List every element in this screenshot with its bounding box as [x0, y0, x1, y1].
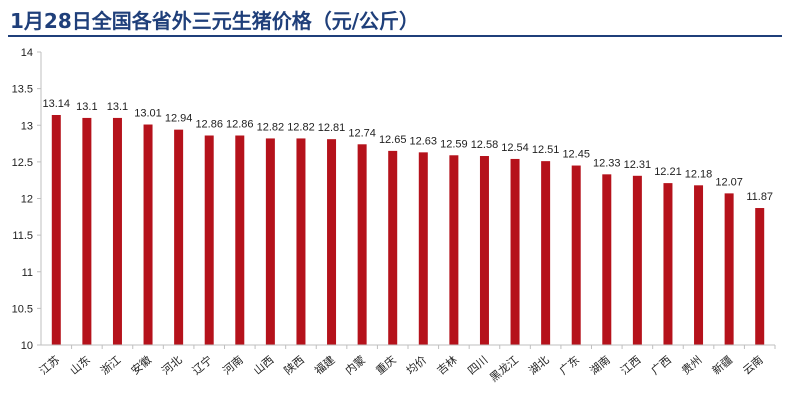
- data-label: 12.51: [532, 144, 560, 156]
- bar: [235, 135, 245, 345]
- data-label: 12.31: [624, 159, 652, 171]
- data-label: 13.1: [76, 101, 97, 113]
- bar: [541, 161, 551, 345]
- data-label: 12.86: [226, 119, 254, 131]
- bar: [632, 175, 642, 345]
- data-label: 13.14: [43, 98, 71, 110]
- x-tick-label: 广西: [649, 353, 674, 377]
- bar: [663, 183, 673, 345]
- data-label: 12.94: [165, 113, 193, 125]
- data-label: 12.58: [471, 139, 499, 151]
- bar: [602, 174, 612, 345]
- bars: [51, 114, 765, 346]
- data-label: 12.45: [562, 149, 590, 161]
- bar: [143, 124, 153, 345]
- data-label: 12.86: [195, 119, 223, 131]
- x-axis: 江苏 山东 浙江 安徽 河北 辽宁 河南 山西 陕西 福建 内蒙 重庆 均价 吉林 四川黑龙江 湖北 广东 湖南江…: [37, 344, 776, 385]
- data-label: 11.87: [746, 191, 773, 203]
- data-label: 12.18: [685, 168, 713, 180]
- data-label: 12.81: [318, 122, 346, 134]
- y-tick-label: 12.5: [12, 157, 33, 169]
- x-tick-label: 均价: [404, 353, 429, 377]
- x-tick-label: 安徽: [128, 353, 154, 378]
- x-tick-label: 湖北: [526, 353, 551, 377]
- bar: [479, 156, 489, 345]
- bar: [204, 135, 214, 345]
- x-tick-label: 福建: [312, 353, 338, 378]
- data-label: 12.54: [501, 142, 529, 154]
- x-tick-label: 江苏: [37, 353, 62, 377]
- x-tick-label: 新疆: [709, 353, 735, 378]
- y-tick-label: 10: [21, 340, 33, 352]
- chart-title: 1月28日全国各省外三元生猪价格（元/公斤）: [10, 9, 420, 33]
- x-tick-label: 内蒙: [342, 353, 368, 378]
- x-tick-label: 湖南: [588, 353, 613, 377]
- bar: [694, 185, 704, 345]
- bar: [112, 117, 122, 345]
- x-tick-label: 重庆: [373, 353, 399, 378]
- data-label: 12.59: [440, 138, 468, 150]
- bar: [418, 152, 428, 345]
- bar: [174, 129, 184, 345]
- x-tick-label: 云南: [740, 353, 765, 377]
- data-label: 13.1: [107, 101, 128, 113]
- bar: [755, 208, 765, 345]
- y-tick-label: 12: [21, 194, 33, 206]
- y-tick-label: 11.5: [12, 230, 33, 242]
- title-underline: [8, 35, 782, 37]
- bar: [82, 117, 92, 345]
- x-tick-label: 吉林: [434, 353, 460, 378]
- y-tick-label: 11: [22, 267, 33, 279]
- data-label: 12.07: [715, 176, 743, 188]
- x-tick-label: 贵州: [679, 353, 704, 377]
- data-label: 12.82: [257, 121, 285, 133]
- x-tick-label: 浙江: [98, 353, 123, 377]
- bar: [449, 155, 459, 345]
- bar: [388, 150, 398, 345]
- bar: [51, 114, 61, 346]
- x-tick-label: 黑龙江: [487, 353, 521, 384]
- data-label: 12.33: [593, 157, 621, 169]
- bar: [265, 138, 275, 345]
- x-tick-label: 四川: [465, 353, 490, 377]
- x-tick-label: 辽宁: [189, 353, 215, 378]
- bar: [510, 158, 520, 345]
- bar: [724, 193, 734, 345]
- data-label: 13.01: [134, 108, 162, 120]
- y-tick-label: 13.5: [12, 84, 33, 96]
- data-label: 12.63: [410, 135, 438, 147]
- x-tick-label: 山西: [251, 353, 276, 377]
- y-tick-label: 14: [21, 47, 33, 59]
- data-label: 12.65: [379, 134, 407, 146]
- x-tick-label: 河南: [221, 353, 246, 377]
- y-axis: 14 13.5 13 12.5 12 11.5 11 10.5 10: [12, 47, 42, 352]
- bar: [357, 144, 367, 345]
- x-tick-label: 广东: [557, 353, 582, 377]
- y-tick-label: 13: [21, 120, 33, 132]
- x-tick-label: 河北: [159, 353, 184, 377]
- data-label: 12.74: [348, 127, 376, 139]
- data-labels: 13.14 13.1 13.113.01 12.94 12.86 12.86 12.82 12…: [43, 98, 774, 203]
- x-tick-label: 陕西: [281, 353, 307, 378]
- data-label: 12.21: [654, 166, 682, 178]
- data-label: 12.82: [287, 121, 315, 133]
- x-tick-label: 山东: [68, 353, 93, 377]
- bar: [571, 165, 581, 345]
- bar: [296, 138, 306, 345]
- y-tick-label: 10.5: [12, 303, 33, 315]
- bar: [327, 139, 337, 345]
- x-tick-label: 江西: [618, 353, 643, 377]
